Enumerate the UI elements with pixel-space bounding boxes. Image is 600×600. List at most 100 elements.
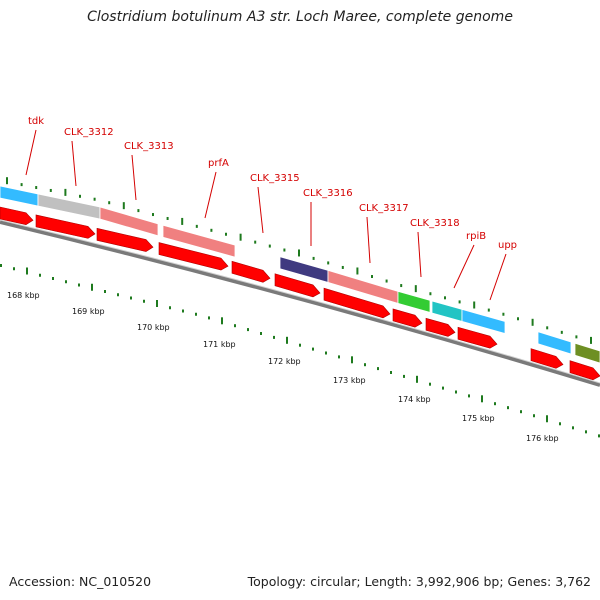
label-leader-line [71, 140, 77, 187]
genome-backbone-highlight [0, 219, 600, 384]
minor-scale-tick [208, 316, 210, 320]
gene-feature [0, 185, 39, 207]
cds-arrow [158, 242, 229, 271]
minor-scale-tick [247, 328, 249, 332]
major-scale-tick [221, 317, 223, 325]
minor-scale-tick [455, 390, 457, 394]
minor-scale-tick [585, 430, 587, 434]
minor-tick [458, 300, 461, 304]
minor-tick [517, 317, 519, 321]
major-tick [473, 301, 476, 309]
cds-arrow [530, 348, 564, 369]
cds-arrow [0, 206, 34, 226]
label-leader-line [25, 129, 37, 176]
major-scale-tick [26, 267, 28, 275]
upper-tick-track [6, 177, 592, 344]
minor-tick [400, 284, 403, 288]
accession-text: Accession: NC_010520 [9, 574, 152, 589]
gene-feature [431, 300, 463, 322]
minor-scale-tick [403, 374, 405, 378]
gene-label: CLK_3318 [410, 218, 460, 229]
minor-scale-tick [507, 406, 509, 410]
minor-scale-tick [78, 283, 80, 287]
major-tick [239, 233, 242, 241]
scale-label: 169 kbp [72, 307, 105, 316]
minor-tick [341, 265, 344, 269]
minor-tick [35, 186, 38, 190]
gene-label: prfA [208, 158, 229, 169]
major-scale-tick [286, 336, 288, 344]
minor-tick [166, 216, 169, 220]
label-leader-line [257, 186, 264, 234]
gene-feature [574, 342, 600, 364]
major-tick [6, 177, 8, 185]
minor-tick [327, 261, 330, 265]
minor-tick [575, 335, 578, 339]
minor-tick [79, 194, 81, 198]
minor-tick [487, 308, 490, 312]
minor-scale-tick [390, 371, 392, 374]
minor-scale-tick [533, 414, 535, 418]
minor-scale-tick [299, 343, 301, 347]
label-leader-line [489, 253, 507, 301]
gene-label: CLK_3316 [303, 188, 353, 199]
scale-label: 168 kbp [7, 291, 40, 300]
cds-arrow [35, 214, 96, 239]
minor-scale-tick [52, 277, 54, 280]
gene-feature [37, 193, 101, 220]
minor-scale-tick [559, 422, 561, 426]
minor-tick [385, 279, 388, 283]
minor-tick [152, 213, 154, 217]
minor-tick [210, 228, 213, 232]
major-tick [181, 217, 184, 225]
minor-scale-tick [377, 367, 379, 371]
cds-arrow [569, 360, 600, 381]
scale-label: 170 kbp [137, 323, 170, 332]
gene-label: upp [498, 240, 517, 251]
major-tick [356, 267, 359, 275]
minor-scale-tick [130, 296, 132, 300]
gene-feature [397, 290, 431, 313]
minor-tick [20, 183, 23, 187]
scale-label-layer: 168 kbp 169 kbp 170 kbp 171 kbp 172 kbp 173 k… [7, 291, 559, 443]
gene-label: CLK_3313 [124, 141, 174, 152]
label-leader-line [131, 154, 137, 201]
minor-tick [268, 244, 271, 248]
genome-summary-text: Topology: circular; Length: 3,992,906 bp… [247, 574, 591, 589]
minor-scale-tick [338, 355, 340, 359]
major-tick [64, 188, 67, 196]
minor-tick [49, 188, 52, 192]
major-tick [414, 285, 417, 293]
major-scale-tick [546, 415, 548, 423]
cds-arrow [425, 317, 456, 337]
scale-label: 175 kbp [462, 414, 495, 423]
scale-label: 171 kbp [203, 340, 236, 349]
minor-scale-tick [13, 267, 15, 271]
minor-scale-tick [65, 280, 67, 284]
scale-label: 176 kbp [526, 434, 559, 443]
gene-label: tdk [28, 116, 44, 127]
minor-scale-tick [39, 273, 41, 277]
cds-arrow [274, 273, 321, 298]
minor-tick [225, 232, 227, 236]
major-tick [531, 318, 534, 326]
minor-scale-tick [442, 386, 444, 390]
minor-scale-tick [312, 347, 314, 351]
minor-tick [546, 326, 549, 330]
cds-arrow [457, 326, 498, 349]
minor-tick [444, 296, 446, 300]
minor-scale-tick [169, 306, 171, 310]
minor-tick [254, 240, 257, 244]
minor-scale-tick [325, 351, 327, 355]
major-scale-tick [416, 375, 418, 383]
genome-backbone [0, 220, 600, 387]
minor-scale-tick [234, 324, 236, 328]
minor-scale-tick [572, 426, 574, 430]
label-leader-line [453, 244, 475, 289]
feature-track [0, 185, 600, 364]
minor-scale-tick [117, 293, 119, 297]
gene-feature [537, 331, 572, 355]
minor-scale-tick [182, 309, 184, 313]
